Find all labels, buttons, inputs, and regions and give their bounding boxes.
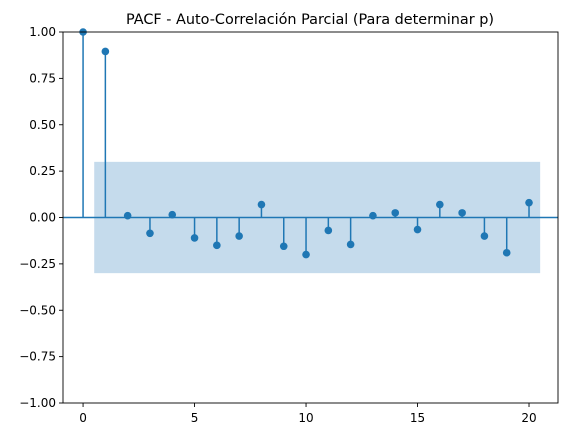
stem-marker-lag-6 <box>213 241 221 250</box>
stem-marker-lag-10 <box>302 250 310 259</box>
stem-marker-lag-8 <box>257 200 266 209</box>
stem-marker-lag-17 <box>458 209 466 217</box>
stem-marker-lag-9 <box>279 242 288 251</box>
y-tick-label: −1.00 <box>19 396 56 410</box>
x-tick-label: 5 <box>191 411 199 425</box>
stem-marker-lag-4 <box>168 210 177 219</box>
x-tick-label: 10 <box>298 411 313 425</box>
stem-marker-lag-12 <box>346 240 355 249</box>
y-tick-label: −0.50 <box>19 303 56 317</box>
y-tick-label: 0.75 <box>29 71 56 85</box>
chart-title: PACF - Auto-Correlación Parcial (Para de… <box>126 12 494 28</box>
stem-marker-lag-2 <box>123 211 132 220</box>
stem-marker-lag-14 <box>391 209 400 217</box>
y-tick-label: 0.00 <box>29 211 56 225</box>
y-tick-label: −0.25 <box>19 257 56 271</box>
x-tick-label: 15 <box>410 411 425 425</box>
y-tick-label: 1.00 <box>29 25 56 39</box>
stem-marker-lag-16 <box>436 200 444 209</box>
stem-marker-lag-18 <box>480 232 489 240</box>
y-tick-label: 0.50 <box>29 118 56 132</box>
y-tick-label: −0.75 <box>19 350 56 364</box>
stem-marker-lag-20 <box>525 198 533 207</box>
y-ticks: −1.00 −0.75 −0.50 −0.25 0.00 0.25 0.50 0.75 1.00 <box>19 25 63 410</box>
x-tick-label: 0 <box>79 411 87 425</box>
stem-marker-lag-11 <box>324 226 333 235</box>
stem-marker-lag-15 <box>413 225 422 234</box>
stem-marker-lag-1 <box>101 47 110 56</box>
stem-marker-lag-13 <box>369 211 377 220</box>
stem-marker-lag-19 <box>502 248 511 257</box>
stem-marker-lag-3 <box>146 229 154 238</box>
stem-marker-lag-7 <box>235 232 243 240</box>
stem-marker-lag-5 <box>190 234 199 242</box>
x-ticks: 0 5 10 15 20 <box>79 403 537 425</box>
y-tick-label: 0.25 <box>29 164 56 178</box>
x-tick-label: 20 <box>521 411 536 425</box>
